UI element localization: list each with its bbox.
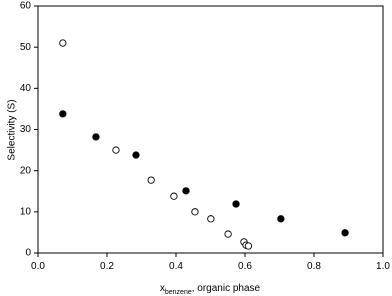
y-tick-label: 60: [20, 1, 32, 12]
data-point: [147, 176, 155, 184]
data-point: [207, 215, 215, 223]
x-label-sub: benzene: [165, 289, 192, 296]
x-tick-label: 0.2: [100, 261, 114, 272]
x-axis-label: xbenzene, organic phase: [160, 283, 261, 296]
x-tick-label: 0.4: [169, 261, 183, 272]
data-point: [191, 208, 199, 216]
y-tick-label: 50: [20, 42, 32, 53]
y-tick-label: 40: [20, 83, 32, 94]
data-point: [182, 187, 190, 195]
y-axis-label: Selectivity (S): [7, 99, 18, 160]
data-point: [224, 230, 232, 238]
data-point: [341, 229, 349, 237]
data-point: [132, 151, 140, 159]
data-point: [277, 215, 285, 223]
data-point: [244, 242, 253, 250]
x-tick-label: 0.6: [238, 261, 252, 272]
x-tick-label: 1.0: [376, 261, 390, 272]
data-point: [112, 146, 120, 154]
data-point: [232, 200, 240, 208]
y-tick-label: 10: [20, 206, 32, 217]
x-tick-label: 0.0: [31, 261, 45, 272]
data-point: [170, 192, 178, 200]
x-label-rest: , organic phase: [192, 283, 261, 294]
data-point: [59, 110, 67, 118]
y-tick-label: 30: [20, 124, 32, 135]
x-tick-label: 0.8: [307, 261, 321, 272]
data-point: [92, 133, 100, 141]
x-label-main: x: [160, 283, 165, 294]
y-tick-label: 0: [25, 248, 31, 259]
y-tick-label: 20: [20, 165, 32, 176]
data-point: [59, 39, 67, 47]
